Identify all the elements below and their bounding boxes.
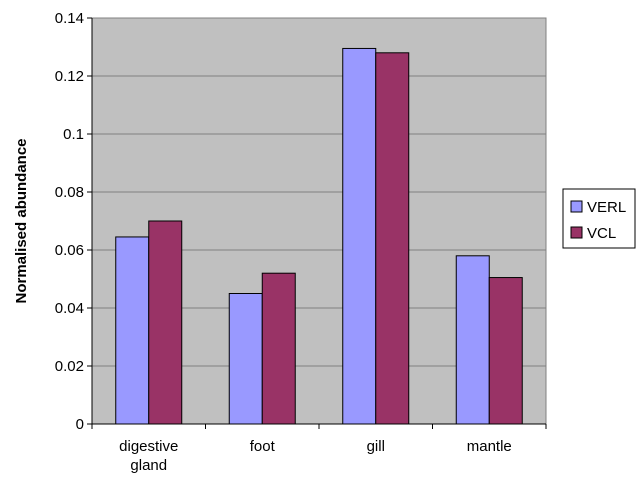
y-tick-label: 0 (76, 416, 84, 433)
x-axis: digestive gland foot gill mantle (91, 423, 547, 474)
y-axis-label: Normalised abundance (13, 138, 30, 303)
legend: VERL VCL (562, 188, 636, 249)
bar-verl-3 (455, 255, 490, 425)
x-tick-label: digestive gland (119, 438, 178, 474)
x-tick-label: foot (250, 438, 276, 455)
bar-verl-0 (115, 236, 150, 425)
legend-label-verl: VERL (587, 199, 626, 216)
legend-swatch-vcl (570, 226, 583, 239)
bar-vcl-2 (375, 52, 410, 425)
y-tick-label: 0.04 (55, 300, 84, 317)
bar-verl-1 (228, 293, 263, 425)
bar-vcl-1 (261, 272, 296, 425)
bars (115, 47, 523, 425)
y-tick-label: 0.1 (63, 126, 84, 143)
y-tick-label: 0.02 (55, 358, 84, 375)
y-tick-label: 0.08 (55, 184, 84, 201)
bar-verl-2 (342, 47, 377, 425)
x-tick-label: gill (367, 438, 385, 455)
bar-vcl-3 (488, 277, 523, 425)
legend-label-vcl: VCL (587, 225, 616, 242)
y-tick-label: 0.14 (55, 10, 84, 27)
y-tick-label: 0.06 (55, 242, 84, 259)
legend-swatch-verl (570, 200, 583, 213)
bar-vcl-0 (148, 220, 183, 425)
y-axis: 0 0.02 0.04 0.06 0.08 0.1 0.12 0.14 (55, 10, 93, 433)
x-tick-label: mantle (467, 438, 512, 455)
y-tick-label: 0.12 (55, 68, 84, 85)
